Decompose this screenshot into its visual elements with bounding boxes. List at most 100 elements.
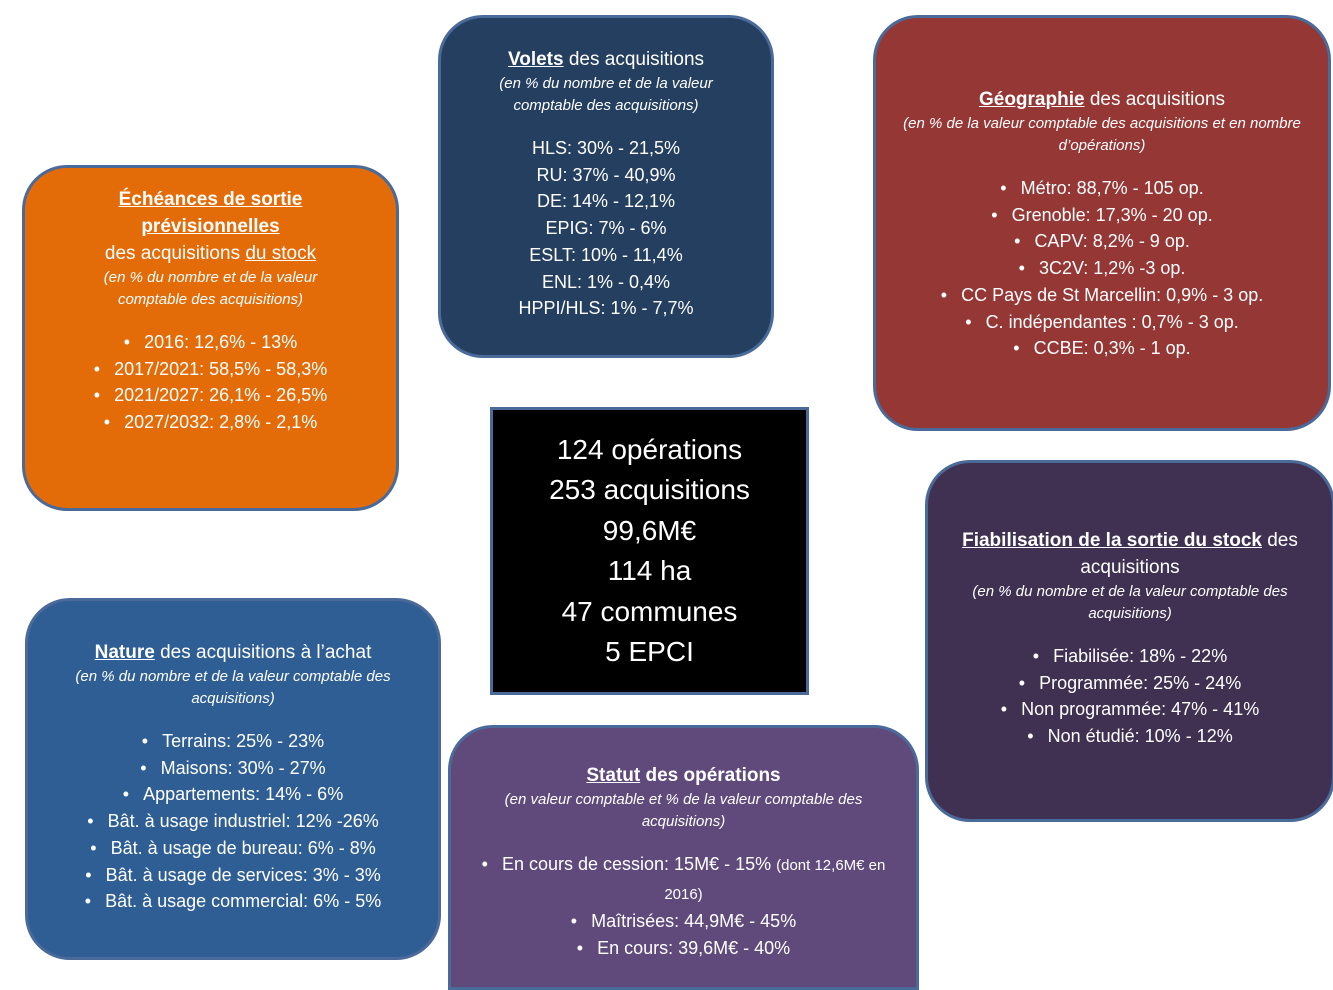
- box-subtitle: (en % du nombre et de la valeur comptabl…: [103, 269, 318, 308]
- list-item: HPPI/HLS: 1% - 7,7%: [518, 295, 693, 322]
- list-item: Non programmée: 47% - 41%: [1001, 696, 1259, 723]
- item-text: Maîtrisées: 44,9M€ - 45%: [591, 911, 797, 932]
- box-subtitle: (en % du nombre et de la valeur comptabl…: [972, 583, 1288, 622]
- title-part: Fiabilisation de la sortie du stock: [962, 530, 1262, 551]
- list-item: En cours de cession: 15M€ - 15% (dont 12…: [481, 851, 886, 908]
- item-text: 2021/2027: 26,1% - 26,5%: [114, 385, 328, 406]
- item-text: 2017/2021: 58,5% - 58,3%: [114, 358, 328, 379]
- info-box: Nature des acquisitions à l’achat (en % d…: [25, 598, 441, 960]
- list-item: Maisons: 30% - 27%: [140, 755, 326, 782]
- title-part: des acquisitions: [1084, 89, 1226, 110]
- box-title: Nature des acquisitions à l’achat: [95, 639, 372, 666]
- item-note: (dont 12,6M€ en 2016): [664, 857, 886, 903]
- list-item: ENL: 1% - 0,4%: [542, 269, 670, 296]
- box-title: Statut des opérations: [586, 762, 780, 789]
- item-text: Terrains: 25% - 23%: [162, 731, 325, 751]
- item-text: 2016: 12,6% - 13%: [144, 332, 298, 352]
- list-item: ESLT: 10% - 11,4%: [529, 242, 682, 269]
- item-text: Bât. à usage industriel: 12% -26%: [107, 811, 379, 832]
- title-part: Volets: [507, 49, 564, 70]
- title-part: Nature: [94, 642, 155, 663]
- item-text: ENL: 1% - 0,4%: [541, 271, 671, 292]
- info-box: Volets des acquisitions (en % du nombre e…: [438, 15, 774, 358]
- list-item: Bât. à usage commercial: 6% - 5%: [85, 888, 381, 915]
- list-item: Métro: 88,7% - 105 op.: [1000, 175, 1204, 202]
- list-item: CAPV: 8,2% - 9 op.: [1014, 228, 1190, 255]
- box-title: Échéances de sortie prévisionnelles des a…: [85, 186, 336, 267]
- list-item: Appartements: 14% - 6%: [123, 781, 343, 808]
- item-text: HLS: 30% - 21,5%: [531, 138, 681, 158]
- list-item: Bât. à usage de bureau: 6% - 8%: [90, 835, 376, 862]
- list-item: Bât. à usage de services: 3% - 3%: [85, 862, 381, 889]
- item-text: En cours de cession: 15M€ - 15%: [501, 854, 772, 874]
- item-text: Non étudié: 10% - 12%: [1047, 726, 1233, 747]
- list-item: DE: 14% - 12,1%: [537, 188, 675, 215]
- item-text: Fiabilisée: 18% - 22%: [1053, 646, 1228, 666]
- box-subtitle: (en % du nombre et de la valeur comptabl…: [75, 668, 391, 707]
- center-line: 114 ha: [607, 555, 692, 586]
- title-part: Échéances de sortie prévisionnelles: [118, 189, 303, 237]
- info-box: Statut des opérations (en valeur comptabl…: [448, 725, 919, 990]
- info-box: Fiabilisation de la sortie du stock des …: [925, 460, 1333, 822]
- list-item: Fiabilisée: 18% - 22%: [1033, 643, 1227, 670]
- center-box: 124 opérations 253 acquisitions 99,6M€ 114 …: [490, 407, 809, 695]
- box-title: Fiabilisation de la sortie du stock des …: [954, 527, 1306, 581]
- list-item: CCBE: 0,3% - 1 op.: [1013, 335, 1191, 362]
- title-part: Géographie: [978, 89, 1085, 110]
- list-item: 2027/2032: 2,8% - 2,1%: [104, 409, 317, 436]
- title-part: des acquisitions: [563, 49, 705, 70]
- list-item: Non étudié: 10% - 12%: [1027, 723, 1233, 750]
- title-part: des acquisitions: [1080, 530, 1298, 578]
- center-line: 124 opérations: [556, 433, 743, 465]
- box-title: Volets des acquisitions: [508, 46, 704, 73]
- item-text: Maisons: 30% - 27%: [160, 757, 326, 778]
- list-item: Programmée: 25% - 24%: [1019, 670, 1241, 697]
- list-item: Maîtrisées: 44,9M€ - 45%: [571, 908, 796, 935]
- title-part: des acquisitions à l’achat: [154, 642, 372, 663]
- item-text: Grenoble: 17,3% - 20 op.: [1011, 204, 1213, 225]
- list-item: RU: 37% - 40,9%: [536, 162, 675, 189]
- box-subtitle: (en valeur comptable et % de la valeur c…: [504, 791, 863, 830]
- item-text: Bât. à usage commercial: 6% - 5%: [105, 891, 382, 912]
- title-part: du stock: [245, 243, 317, 264]
- item-text: Non programmée: 47% - 41%: [1021, 699, 1260, 720]
- list-item: Bât. à usage industriel: 12% -26%: [87, 808, 379, 835]
- list-item: C. indépendantes : 0,7% - 3 op.: [965, 309, 1239, 336]
- item-text: HPPI/HLS: 1% - 7,7%: [518, 298, 694, 319]
- item-text: Programmée: 25% - 24%: [1039, 672, 1242, 693]
- list-item: 3C2V: 1,2% -3 op.: [1019, 255, 1186, 282]
- item-text: Bât. à usage de services: 3% - 3%: [105, 864, 381, 885]
- box-subtitle: (en % de la valeur comptable des acquisi…: [903, 115, 1301, 154]
- item-text: Métro: 88,7% - 105 op.: [1020, 178, 1204, 198]
- center-line: 5 EPCI: [605, 636, 694, 667]
- title-part: des opérations: [640, 765, 781, 786]
- item-text: CC Pays de St Marcellin: 0,9% - 3 op.: [961, 284, 1264, 305]
- item-text: CAPV: 8,2% - 9 op.: [1034, 231, 1190, 252]
- list-item: 2016: 12,6% - 13%: [124, 329, 297, 356]
- title-part: des acquisitions: [104, 243, 246, 264]
- list-item: Grenoble: 17,3% - 20 op.: [991, 202, 1213, 229]
- list-item: En cours: 39,6M€ - 40%: [577, 935, 790, 962]
- item-text: ESLT: 10% - 11,4%: [529, 244, 683, 265]
- center-line: 99,6M€: [602, 514, 697, 546]
- info-box: Échéances de sortie prévisionnelles des a…: [22, 165, 399, 511]
- item-text: Bât. à usage de bureau: 6% - 8%: [110, 837, 376, 858]
- list-item: CC Pays de St Marcellin: 0,9% - 3 op.: [941, 282, 1263, 309]
- info-box: Géographie des acquisitions (en % de la v…: [873, 15, 1331, 431]
- item-text: 2027/2032: 2,8% - 2,1%: [124, 412, 318, 433]
- list-item: 2021/2027: 26,1% - 26,5%: [94, 382, 327, 409]
- title-part: Statut: [586, 765, 641, 786]
- list-item: EPIG: 7% - 6%: [545, 215, 666, 242]
- item-text: EPIG: 7% - 6%: [545, 218, 667, 239]
- list-item: 2017/2021: 58,5% - 58,3%: [94, 356, 327, 383]
- item-text: RU: 37% - 40,9%: [536, 164, 676, 185]
- item-text: En cours: 39,6M€ - 40%: [597, 938, 791, 959]
- item-text: Appartements: 14% - 6%: [143, 784, 344, 805]
- list-item: HLS: 30% - 21,5%: [532, 135, 680, 162]
- item-text: 3C2V: 1,2% -3 op.: [1038, 258, 1186, 279]
- center-line: 253 acquisitions: [549, 474, 750, 505]
- center-line: 47 communes: [561, 595, 738, 627]
- box-title: Géographie des acquisitions: [979, 86, 1225, 113]
- item-text: C. indépendantes : 0,7% - 3 op.: [985, 311, 1239, 332]
